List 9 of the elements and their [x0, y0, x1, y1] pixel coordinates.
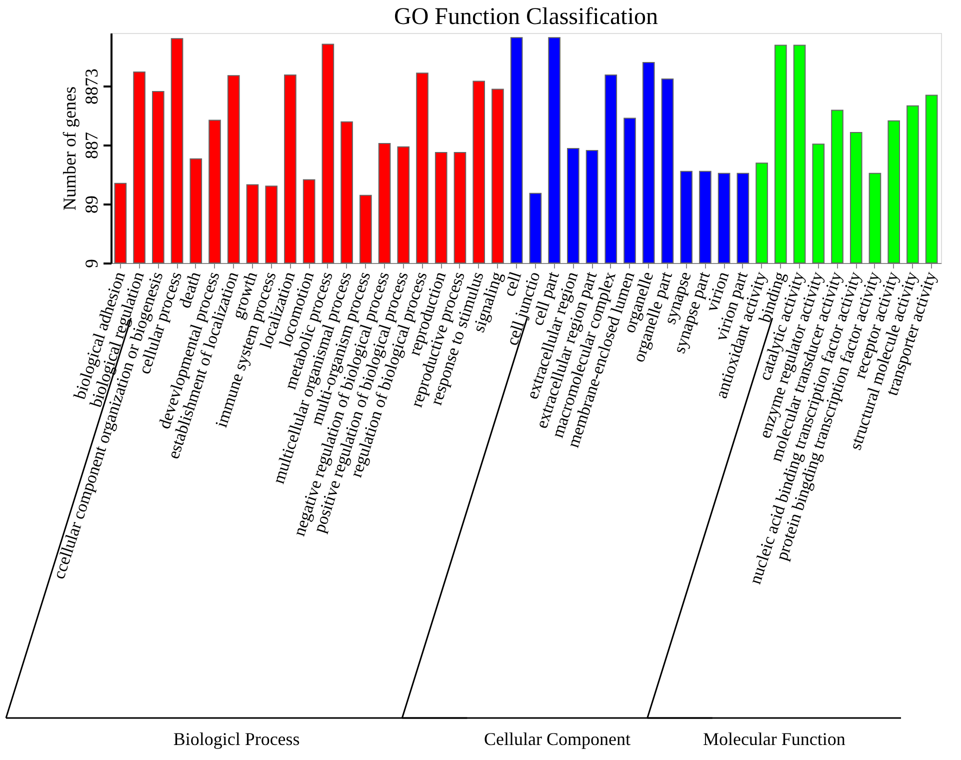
text: Molecular Function — [702, 729, 846, 749]
text: Biologicl Process — [173, 729, 300, 749]
chart-title: GO Function Classification — [394, 4, 658, 30]
y-tick-label: 9 — [82, 259, 102, 268]
y-axis-title: Number of genes — [60, 86, 80, 210]
y-tick-label: 887 — [82, 132, 102, 159]
y-tick-label: 89 — [82, 195, 102, 214]
text: Cellular Component — [484, 729, 630, 749]
y-tick-label: 8873 — [82, 68, 102, 104]
